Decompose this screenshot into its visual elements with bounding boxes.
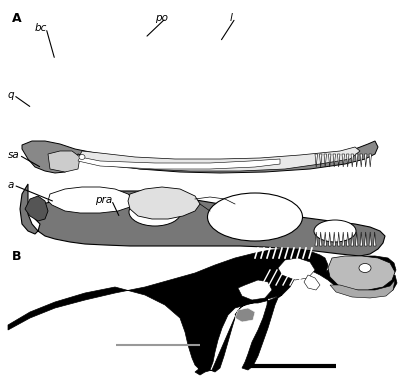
Polygon shape xyxy=(338,232,340,246)
Text: sa: sa xyxy=(8,150,20,160)
Polygon shape xyxy=(320,154,322,167)
Text: A: A xyxy=(12,12,22,25)
Polygon shape xyxy=(324,154,326,167)
Polygon shape xyxy=(78,147,360,171)
Polygon shape xyxy=(342,154,344,167)
Polygon shape xyxy=(342,232,344,246)
Polygon shape xyxy=(324,232,326,246)
Text: q: q xyxy=(8,90,15,100)
Text: bc: bc xyxy=(35,23,47,33)
Text: a: a xyxy=(8,180,14,190)
Text: po: po xyxy=(155,13,168,23)
Polygon shape xyxy=(315,154,318,167)
Text: pra: pra xyxy=(95,195,112,205)
Polygon shape xyxy=(346,154,349,167)
Polygon shape xyxy=(333,232,336,246)
Polygon shape xyxy=(48,187,135,213)
Polygon shape xyxy=(356,154,358,167)
Ellipse shape xyxy=(129,198,181,226)
Polygon shape xyxy=(8,249,397,375)
Polygon shape xyxy=(360,154,362,167)
Polygon shape xyxy=(328,256,395,290)
Text: B: B xyxy=(12,250,22,263)
Polygon shape xyxy=(346,232,349,246)
Polygon shape xyxy=(369,232,372,246)
Polygon shape xyxy=(333,154,336,167)
Polygon shape xyxy=(320,232,322,246)
Polygon shape xyxy=(328,232,331,246)
Ellipse shape xyxy=(314,220,356,242)
Polygon shape xyxy=(25,196,48,221)
Ellipse shape xyxy=(208,193,302,241)
Ellipse shape xyxy=(359,263,371,273)
Polygon shape xyxy=(278,258,315,280)
Polygon shape xyxy=(328,154,331,167)
Ellipse shape xyxy=(79,155,85,160)
Polygon shape xyxy=(22,141,378,173)
Polygon shape xyxy=(351,232,354,246)
Polygon shape xyxy=(315,232,318,246)
Text: l: l xyxy=(230,13,233,23)
Polygon shape xyxy=(48,151,80,172)
Polygon shape xyxy=(304,275,320,290)
Polygon shape xyxy=(351,154,354,167)
Polygon shape xyxy=(360,232,362,246)
Polygon shape xyxy=(364,232,367,246)
Polygon shape xyxy=(369,154,372,167)
Polygon shape xyxy=(356,232,358,246)
Polygon shape xyxy=(238,280,272,300)
Polygon shape xyxy=(330,280,395,298)
Polygon shape xyxy=(374,232,376,246)
Polygon shape xyxy=(20,184,385,256)
Polygon shape xyxy=(78,157,280,169)
Polygon shape xyxy=(235,308,255,322)
Polygon shape xyxy=(364,154,367,167)
Polygon shape xyxy=(338,154,340,167)
Polygon shape xyxy=(128,187,200,219)
